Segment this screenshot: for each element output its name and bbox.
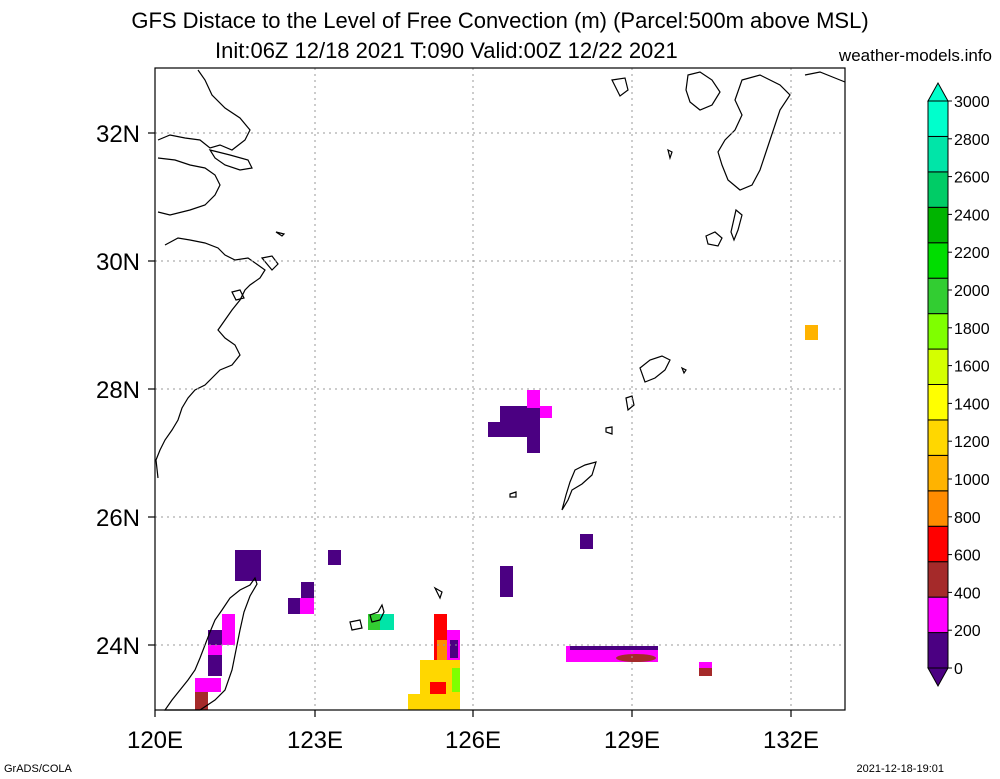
colorbar-label: 2800 [954,132,990,149]
yangtze-estuary [208,149,253,171]
colorbar-max-arrow [927,81,949,102]
taiwan-island [163,576,258,711]
field-patch [328,550,341,565]
colorbar-label: 1000 [954,472,990,489]
field-patch [288,598,300,614]
colorbar-segment [927,206,949,244]
colorbar-label: 1800 [954,321,990,338]
colorbar-segment [927,525,949,563]
lat-labels: 24N 26N 28N 30N 32N [96,121,140,660]
lat-label: 28N [96,377,140,404]
china-coast [155,69,266,479]
lon-label: 123E [287,727,343,754]
lon-label: 129E [604,727,660,754]
ryukyu-islands [509,355,687,511]
japan-kyushu [717,74,791,191]
colorbar-segment [927,135,949,173]
field-patch [540,406,552,418]
map-grid [155,68,845,710]
zhoushan-islands [231,77,673,301]
field-patch [380,614,394,630]
colorbar-label: 2400 [954,207,990,224]
colorbar-label: 0 [954,661,963,678]
field-patch [235,550,261,581]
colorbar-label: 200 [954,623,981,640]
site-label: weather-models.info [838,46,992,65]
field-patch [805,325,818,340]
colorbar-label: 2600 [954,170,990,187]
colorbar-label: 400 [954,585,981,602]
field-patch [222,614,235,645]
lon-label: 132E [763,727,819,754]
colorbar-segment [927,384,949,421]
lon-label: 120E [127,727,183,754]
colorbar-segment [927,490,949,527]
japan-islands [685,71,846,247]
colorbar-label: 600 [954,548,981,565]
field-patch [437,640,447,660]
colorbar-min-arrow [927,667,949,688]
lat-label: 26N [96,505,140,532]
field-patch [527,390,540,408]
field-patch [452,668,460,692]
lat-label: 24N [96,633,140,660]
chart-subtitle: Init:06Z 12/18 2021 T:090 Valid:00Z 12/2… [215,38,678,63]
field-patch [527,428,540,453]
footer-software: GrADS/COLA [4,763,72,775]
colorbar-segment [927,313,949,350]
field-patch [450,640,458,658]
colorbar-label: 1200 [954,434,990,451]
axis-ticks [148,132,792,717]
lfc-field [195,325,818,710]
field-patch [570,646,658,650]
lat-label: 32N [96,121,140,148]
field-patch [699,668,712,676]
colorbar-label: 1600 [954,359,990,376]
colorbar-segment [927,419,949,456]
footer-timestamp: 2021-12-18-19:01 [856,763,944,775]
colorbar-label: 1400 [954,396,990,413]
field-patch [580,534,593,549]
field-patch [195,692,208,710]
field-patch [699,662,712,670]
colorbar-label: 2000 [954,283,990,300]
field-patch [616,654,656,662]
chart-title: GFS Distace to the Level of Free Convect… [131,8,869,33]
colorbar-segment [927,242,949,279]
colorbar-segment [927,100,949,137]
lon-labels: 120E 123E 126E 129E 132E [127,727,819,754]
colorbar-segment [927,454,949,492]
field-patch [430,682,446,694]
colorbar-segment [927,348,949,385]
field-patch [208,645,222,655]
colorbar: 0 200 400 600 800 1000 1200 1400 1600 1800 2000 220… [927,81,990,688]
field-patch [301,582,314,598]
lon-label: 126E [445,727,501,754]
coastlines [155,69,846,711]
colorbar-segment [927,171,949,208]
field-patch [408,694,448,710]
colorbar-segment [927,632,949,669]
sakishima-islands [349,586,443,631]
colorbar-label: 800 [954,510,981,527]
field-patch [500,566,513,597]
lat-label: 30N [96,249,140,276]
colorbar-segment [927,561,949,598]
colorbar-segment [927,277,949,315]
colorbar-label: 2200 [954,245,990,262]
colorbar-segment [927,596,949,634]
colorbar-label: 3000 [954,94,990,111]
field-patch [195,678,221,692]
